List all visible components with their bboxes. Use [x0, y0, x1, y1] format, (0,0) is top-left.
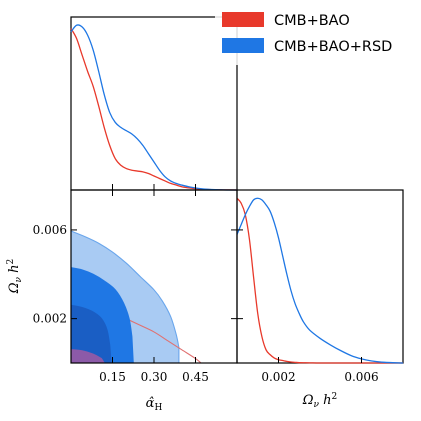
- hat-alpha-H-1d-marginal-cmb-bao-rsd-line: [70, 24, 238, 191]
- legend-swatch-cmb-bao-rsd: [222, 38, 264, 53]
- x-tick-label-alpha-h-0.15: 0.15: [99, 370, 126, 384]
- contour-panel: [70, 189, 238, 364]
- legend-swatch-cmb-bao: [222, 12, 264, 27]
- x-tick-label-omega-nu-0.006: 0.006: [344, 370, 378, 384]
- contour-cmb-bao-dark-core: [71, 349, 105, 363]
- omega-nu-h2-1d-marginal-cmb-bao-line: [236, 197, 403, 364]
- legend-label-cmb-bao-rsd: CMB+BAO+RSD: [274, 39, 392, 55]
- x-tick-label-omega-nu-0.002: 0.002: [261, 370, 295, 384]
- legend: CMB+BAO CMB+BAO+RSD: [215, 1, 418, 65]
- legend-label-cmb-bao: CMB+BAO: [274, 13, 350, 29]
- x-axis-label-omega-nu: Ων h2: [302, 392, 338, 410]
- y-tick-label-omega-nu-0.006: 0.006: [33, 223, 67, 237]
- legend-background: [215, 1, 418, 65]
- x-axis-label-alpha-h: α̂H: [146, 396, 163, 413]
- x-tick-label-alpha-h-0.30: 0.30: [141, 370, 168, 384]
- hat-alpha-H-1d-marginal-cmb-bao-line: [70, 28, 238, 191]
- contour-cmb-bao-68: [71, 304, 112, 363]
- omega-nu-h2-1d-marginal-cmb-bao-rsd-line: [236, 197, 404, 364]
- y-axis-label-omega-nu: Ων h2: [6, 259, 24, 295]
- alpha-h-marginal-curves: [70, 24, 238, 191]
- y-tick-label-omega-nu-0.002: 0.002: [33, 312, 67, 326]
- x-tick-label-alpha-h-0.45: 0.45: [182, 370, 209, 384]
- omega-nu-marginal-curves: [236, 197, 404, 364]
- contour-regions: [71, 230, 202, 363]
- axis-ticks: 0.15 0.30 0.45 0.002 0.006 0.002 0.006: [33, 184, 379, 384]
